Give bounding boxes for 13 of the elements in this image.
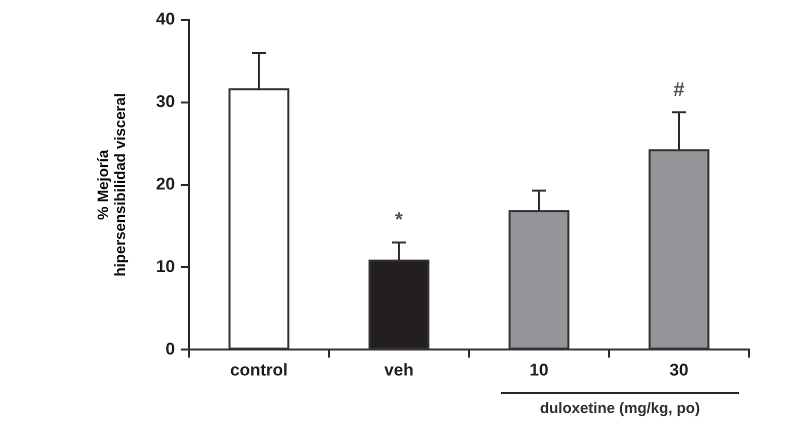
- y-tick-label: 30: [156, 92, 175, 112]
- x-tick-label: veh: [384, 360, 414, 380]
- text: duloxetine (mg/kg, po): [500, 392, 739, 417]
- x-tick-label: control: [230, 360, 288, 380]
- x-tick-label: 10: [530, 360, 548, 380]
- y-tick-label: 40: [156, 10, 175, 29]
- y-tick-label: 10: [156, 256, 175, 276]
- y-axis-title: % Mejoría hipersensibilidad visceral: [95, 92, 129, 279]
- y-tick-label: 0: [165, 339, 175, 358]
- y-tick-label: 20: [156, 174, 175, 194]
- annotation: *: [395, 208, 404, 231]
- annotation: #: [673, 78, 685, 101]
- x-tick-label: 30: [670, 360, 688, 380]
